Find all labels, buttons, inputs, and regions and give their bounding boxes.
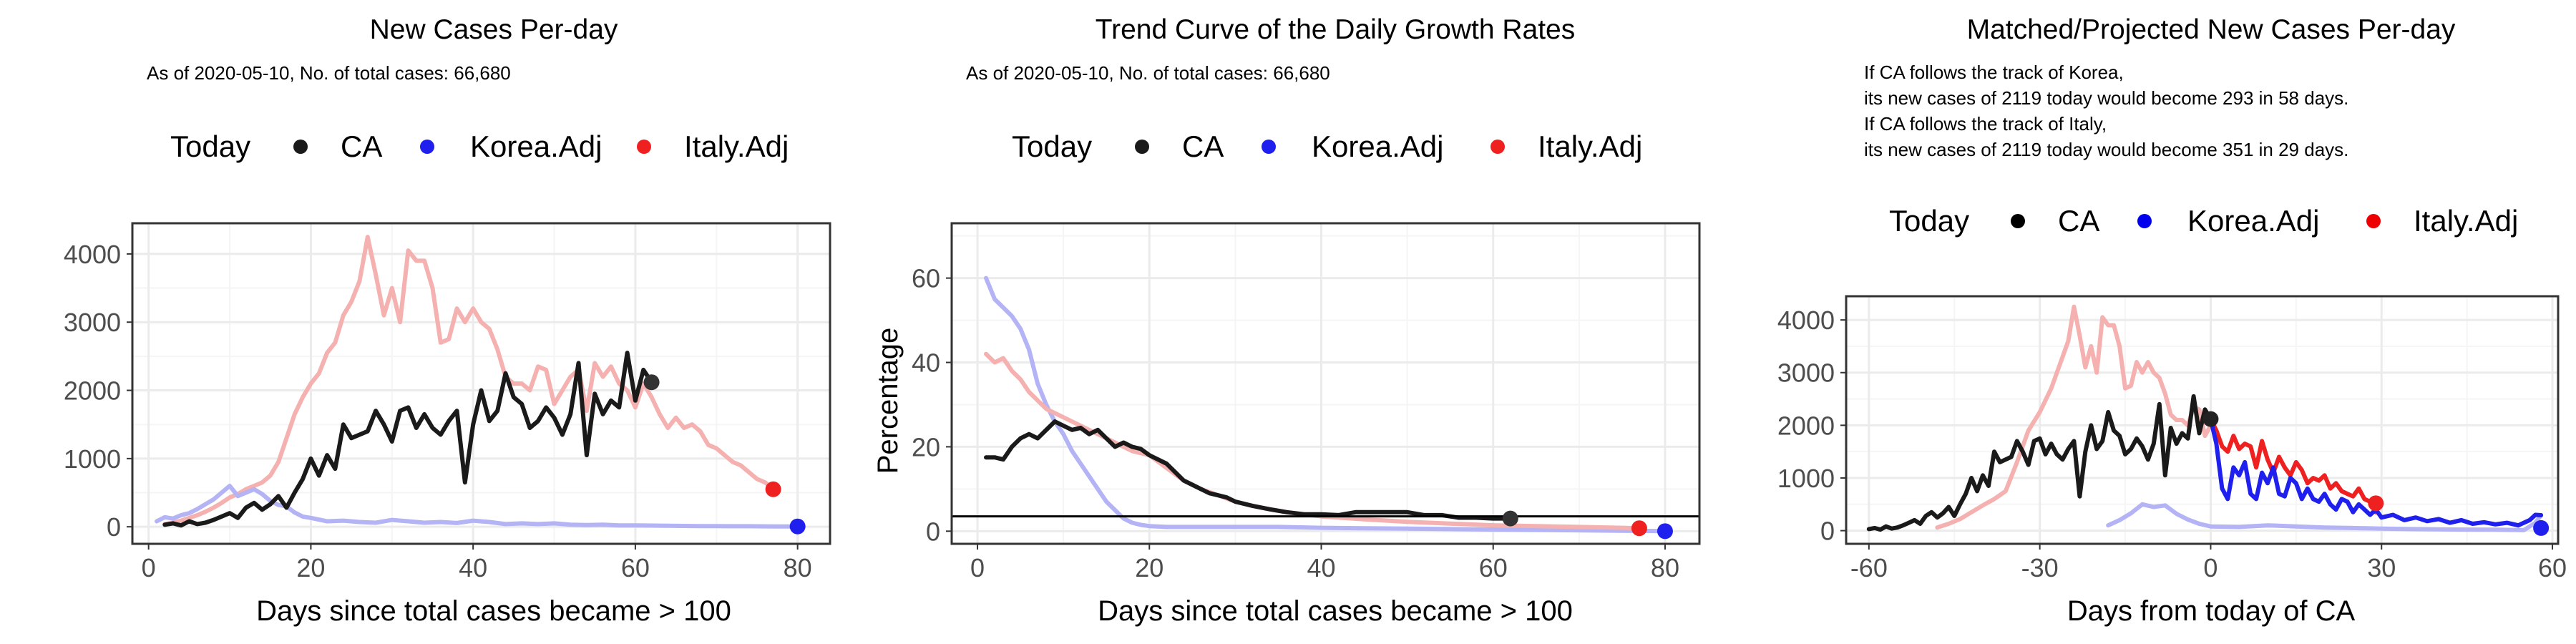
legend-title: Today — [1012, 130, 1092, 163]
series-line-korea-projection — [2208, 416, 2544, 528]
x-tick-label: 60 — [1479, 553, 1508, 582]
legend-label-ca: CA — [341, 130, 382, 163]
legend: Today CA Korea.Adj Italy.Adj — [1012, 130, 1642, 163]
x-tick-label: 60 — [2538, 553, 2567, 582]
series-line-ca-solid — [1866, 394, 2213, 532]
y-tick-label: 20 — [912, 432, 940, 462]
panel-new-cases: New Cases Per-day As of 2020-05-10, No. … — [64, 14, 831, 627]
y-tick-label: 40 — [912, 348, 940, 378]
legend-key-italy — [1491, 140, 1505, 154]
panel-border — [131, 222, 831, 545]
legend-key-korea — [2137, 214, 2152, 228]
legend-label-italy: Italy.Adj — [1538, 130, 1642, 163]
legend-key-ca — [2011, 214, 2025, 228]
y-tick-label: 60 — [912, 264, 940, 293]
legend-key-korea — [1262, 140, 1276, 154]
projection-note-line-2: its new cases of 2119 today would become… — [1864, 87, 2348, 109]
series-line-italy-faint — [162, 235, 776, 527]
y-tick-label: 1000 — [64, 444, 121, 474]
chart-title: New Cases Per-day — [370, 14, 618, 45]
chart-subtitle: As of 2020-05-10, No. of total cases: 66… — [966, 62, 1330, 84]
y-tick-label: 4000 — [1777, 306, 1835, 335]
series-line-korea-faint — [155, 484, 800, 529]
y-tick-label: 0 — [1820, 517, 1835, 546]
legend-label-ca: CA — [2058, 204, 2099, 238]
endpoint-korea — [2533, 519, 2550, 536]
plot-area: 0 20 40 60 80 0 20 40 60 — [912, 222, 1701, 582]
x-tick-label: 0 — [970, 553, 985, 582]
y-tick-label: 2000 — [64, 376, 121, 406]
x-tick-label: -60 — [1850, 553, 1888, 582]
x-tick-label: 30 — [2367, 553, 2396, 582]
plot-area: 0 20 40 60 80 0 1000 2000 3000 4000 — [64, 222, 831, 582]
x-axis-label: Days since total cases became > 100 — [1098, 595, 1573, 627]
legend: Today CA Korea.Adj Italy.Adj — [170, 130, 789, 163]
legend-title: Today — [170, 130, 250, 163]
y-tick-label: 0 — [926, 517, 940, 546]
legend-label-korea: Korea.Adj — [1312, 130, 1443, 163]
endpoint-korea — [1657, 523, 1673, 540]
legend-label-ca: CA — [1182, 130, 1224, 163]
y-tick-label: 2000 — [1777, 411, 1835, 440]
endpoint-korea — [789, 518, 806, 535]
series-line-italy-faint — [1935, 304, 2213, 530]
x-tick-label: 20 — [1135, 553, 1163, 582]
chart-title: Matched/Projected New Cases Per-day — [1967, 14, 2456, 45]
endpoint-ca — [2202, 411, 2219, 427]
projection-note-line-3: If CA follows the track of Italy, — [1864, 113, 2107, 135]
y-tick-label: 3000 — [64, 308, 121, 337]
y-tick-label: 4000 — [64, 240, 121, 269]
panel-projected-cases: Matched/Projected New Cases Per-day If C… — [1777, 14, 2567, 627]
series-line-ca-solid — [984, 419, 1513, 521]
legend-key-italy — [637, 140, 651, 154]
endpoint-italy — [2368, 495, 2384, 512]
legend-key-italy — [2366, 214, 2381, 228]
series-line-ca-solid — [162, 351, 654, 528]
x-tick-label: -30 — [2021, 553, 2059, 582]
legend-key-korea — [420, 140, 434, 154]
legend-key-ca — [1135, 140, 1149, 154]
plot-area: -60 -30 0 30 60 0 1000 2000 3000 4000 — [1777, 295, 2567, 582]
x-tick-label: 40 — [1307, 553, 1335, 582]
x-tick-label: 0 — [142, 553, 156, 582]
series-line-korea-faint — [984, 275, 1667, 534]
x-tick-label: 60 — [621, 553, 650, 582]
x-tick-label: 80 — [784, 553, 812, 582]
chart-subtitle: As of 2020-05-10, No. of total cases: 66… — [147, 62, 511, 84]
chart-title: Trend Curve of the Daily Growth Rates — [1096, 14, 1575, 45]
projection-note-line-4: its new cases of 2119 today would become… — [1864, 139, 2348, 160]
x-tick-label: 20 — [296, 553, 325, 582]
panel-background — [952, 223, 1699, 544]
projection-note-line-1: If CA follows the track of Korea, — [1864, 62, 2124, 83]
y-axis-label: Percentage — [872, 328, 904, 474]
endpoint-ca — [1502, 510, 1518, 527]
x-tick-label: 0 — [2203, 553, 2218, 582]
endpoint-italy — [1631, 520, 1647, 537]
y-tick-label: 3000 — [1777, 358, 1835, 388]
legend-title: Today — [1889, 204, 1969, 238]
legend-label-korea: Korea.Adj — [2187, 204, 2319, 238]
y-tick-label: 0 — [107, 512, 121, 542]
y-tick-label: 1000 — [1777, 464, 1835, 493]
x-axis-label: Days since total cases became > 100 — [256, 595, 731, 627]
legend-label-korea: Korea.Adj — [470, 130, 602, 163]
x-tick-label: 80 — [1651, 553, 1679, 582]
legend: Today CA Korea.Adj Italy.Adj — [1889, 204, 2518, 238]
x-tick-label: 40 — [459, 553, 487, 582]
series-line-korea-faint — [2106, 502, 2544, 532]
panel-growth-rates: Trend Curve of the Daily Growth Rates As… — [872, 14, 1701, 627]
panel-border — [950, 222, 1701, 545]
legend-key-ca — [293, 140, 308, 154]
series-line-italy-projection — [2208, 416, 2379, 514]
legend-label-italy: Italy.Adj — [2414, 204, 2518, 238]
endpoint-ca — [643, 374, 660, 391]
endpoint-italy — [765, 481, 781, 497]
x-axis-label: Days from today of CA — [2067, 595, 2356, 627]
legend-label-italy: Italy.Adj — [684, 130, 789, 163]
panel-border — [1845, 295, 2560, 545]
